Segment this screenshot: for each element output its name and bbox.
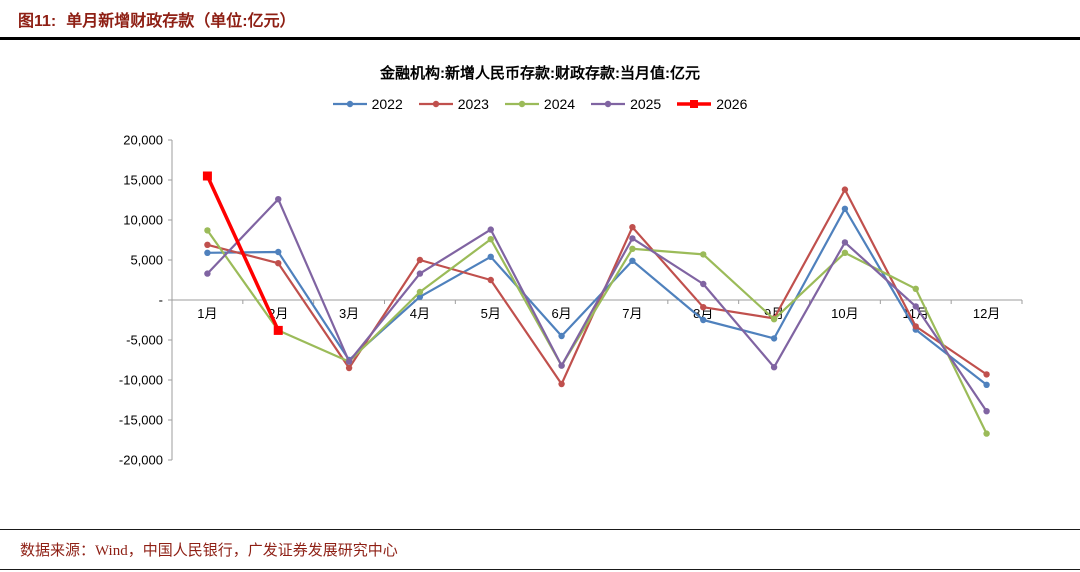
marker-2025 xyxy=(275,196,282,203)
marker-2025 xyxy=(912,303,919,310)
marker-2025 xyxy=(345,358,353,365)
x-tick-label: 5月 xyxy=(481,306,501,321)
marker-2023 xyxy=(983,371,990,378)
legend-label-2025: 2025 xyxy=(630,96,662,112)
marker-2023 xyxy=(841,186,849,193)
marker-2022 xyxy=(983,381,990,388)
data-source: 数据来源：Wind，中国人民银行，广发证券发展研究中心 xyxy=(20,543,398,559)
marker-2022 xyxy=(416,293,424,300)
legend-item-2024: 2024 xyxy=(504,96,576,112)
marker-2023 xyxy=(416,256,424,264)
y-tick-label: -10,000 xyxy=(119,373,163,388)
marker-2023 xyxy=(275,260,282,267)
legend-label-2022: 2022 xyxy=(371,96,403,112)
marker-2025 xyxy=(629,235,636,242)
y-tick-label: 15,000 xyxy=(123,173,163,188)
footer: 数据来源：Wind，中国人民银行，广发证券发展研究中心 xyxy=(0,529,1080,560)
marker-2022 xyxy=(204,249,211,256)
series-line-2024 xyxy=(206,229,988,435)
x-tick-label: 7月 xyxy=(622,306,642,321)
marker-2023 xyxy=(912,323,919,330)
legend-dot-2023 xyxy=(432,100,439,108)
legend-dot-2024 xyxy=(518,100,526,108)
marker-2022 xyxy=(629,257,636,264)
x-tick-label: 1月 xyxy=(197,306,217,321)
marker-2023 xyxy=(629,224,636,231)
x-tick-label: 3月 xyxy=(339,306,359,321)
legend-item-2026: 2026 xyxy=(677,96,747,112)
chart-title: 金融机构:新增人民币存款:财政存款:当月值:亿元 xyxy=(380,65,700,82)
marker-2022 xyxy=(275,248,282,256)
series-line-2026 xyxy=(205,174,280,333)
legend-item-2022: 2022 xyxy=(332,96,403,112)
marker-2023 xyxy=(204,241,211,248)
legend-label-2026: 2026 xyxy=(716,96,748,112)
marker-2025 xyxy=(416,270,424,277)
marker-2025 xyxy=(487,226,494,233)
legend-marker-2023 xyxy=(418,100,453,108)
marker-2026 xyxy=(273,325,283,335)
y-tick-label: 10,000 xyxy=(123,213,163,228)
marker-2023 xyxy=(345,364,353,372)
marker-2022 xyxy=(700,316,707,324)
marker-2024 xyxy=(416,288,424,296)
marker-2024 xyxy=(700,251,707,258)
marker-2025 xyxy=(204,270,211,277)
figure-title: 单月新增财政存款（单位:亿元） xyxy=(66,13,296,30)
figure-label: 图11: xyxy=(18,13,57,30)
x-tick-label: 12月 xyxy=(973,306,1000,321)
chart-legend: 2022 2023 2024 2025 2026 xyxy=(0,96,1080,112)
marker-2026 xyxy=(202,171,212,181)
marker-2022 xyxy=(558,332,565,340)
marker-2025 xyxy=(770,364,778,371)
legend-label-2024: 2024 xyxy=(543,96,576,112)
marker-2023 xyxy=(700,304,707,311)
line-chart: 20,000 15,000 10,000 5,000 - -5,000 -10,000 -15… xyxy=(119,133,1023,468)
legend-marker-2022 xyxy=(332,100,367,108)
marker-2024 xyxy=(629,245,636,252)
marker-2025 xyxy=(983,408,990,415)
legend-marker-2024 xyxy=(504,100,539,108)
y-tick-label: - xyxy=(159,293,163,308)
marker-2024 xyxy=(841,249,849,256)
legend-label-2023: 2023 xyxy=(457,96,489,112)
legend-marker-2026 xyxy=(677,100,712,108)
marker-2024 xyxy=(487,236,494,243)
marker-2025 xyxy=(558,362,565,369)
y-tick-label: 5,000 xyxy=(130,253,163,268)
legend-dot-2022 xyxy=(346,100,353,108)
marker-2022 xyxy=(770,335,778,342)
y-tick-label: -15,000 xyxy=(119,413,163,428)
legend-square-2026 xyxy=(690,100,699,108)
x-tick-label: 4月 xyxy=(410,306,430,321)
legend-item-2023: 2023 xyxy=(418,96,489,112)
marker-2025 xyxy=(841,239,849,246)
legend-item-2025: 2025 xyxy=(591,96,661,112)
marker-2024 xyxy=(912,285,919,292)
x-tick-label: 6月 xyxy=(551,306,571,321)
marker-2024 xyxy=(770,316,778,323)
marker-2022 xyxy=(841,205,849,212)
marker-2022 xyxy=(487,253,494,260)
legend-dot-2025 xyxy=(604,100,612,108)
bottom-divider xyxy=(0,569,1080,570)
figure-header: 图11: 单月新增财政存款（单位:亿元） xyxy=(0,0,1080,40)
marker-2024 xyxy=(204,227,211,234)
marker-2023 xyxy=(558,380,565,388)
y-tick-label: 20,000 xyxy=(123,133,163,148)
legend-marker-2025 xyxy=(591,100,626,108)
y-tick-label: -20,000 xyxy=(119,453,163,468)
marker-2024 xyxy=(983,430,990,437)
x-tick-label: 8月 xyxy=(693,306,713,321)
marker-2025 xyxy=(700,280,707,288)
x-tick-label: 10月 xyxy=(831,306,858,321)
series-line-2025 xyxy=(206,198,988,413)
y-tick-label: -5,000 xyxy=(126,333,163,348)
marker-2023 xyxy=(487,276,494,284)
series-line-2022 xyxy=(206,207,988,386)
series-line-2023 xyxy=(206,188,988,386)
